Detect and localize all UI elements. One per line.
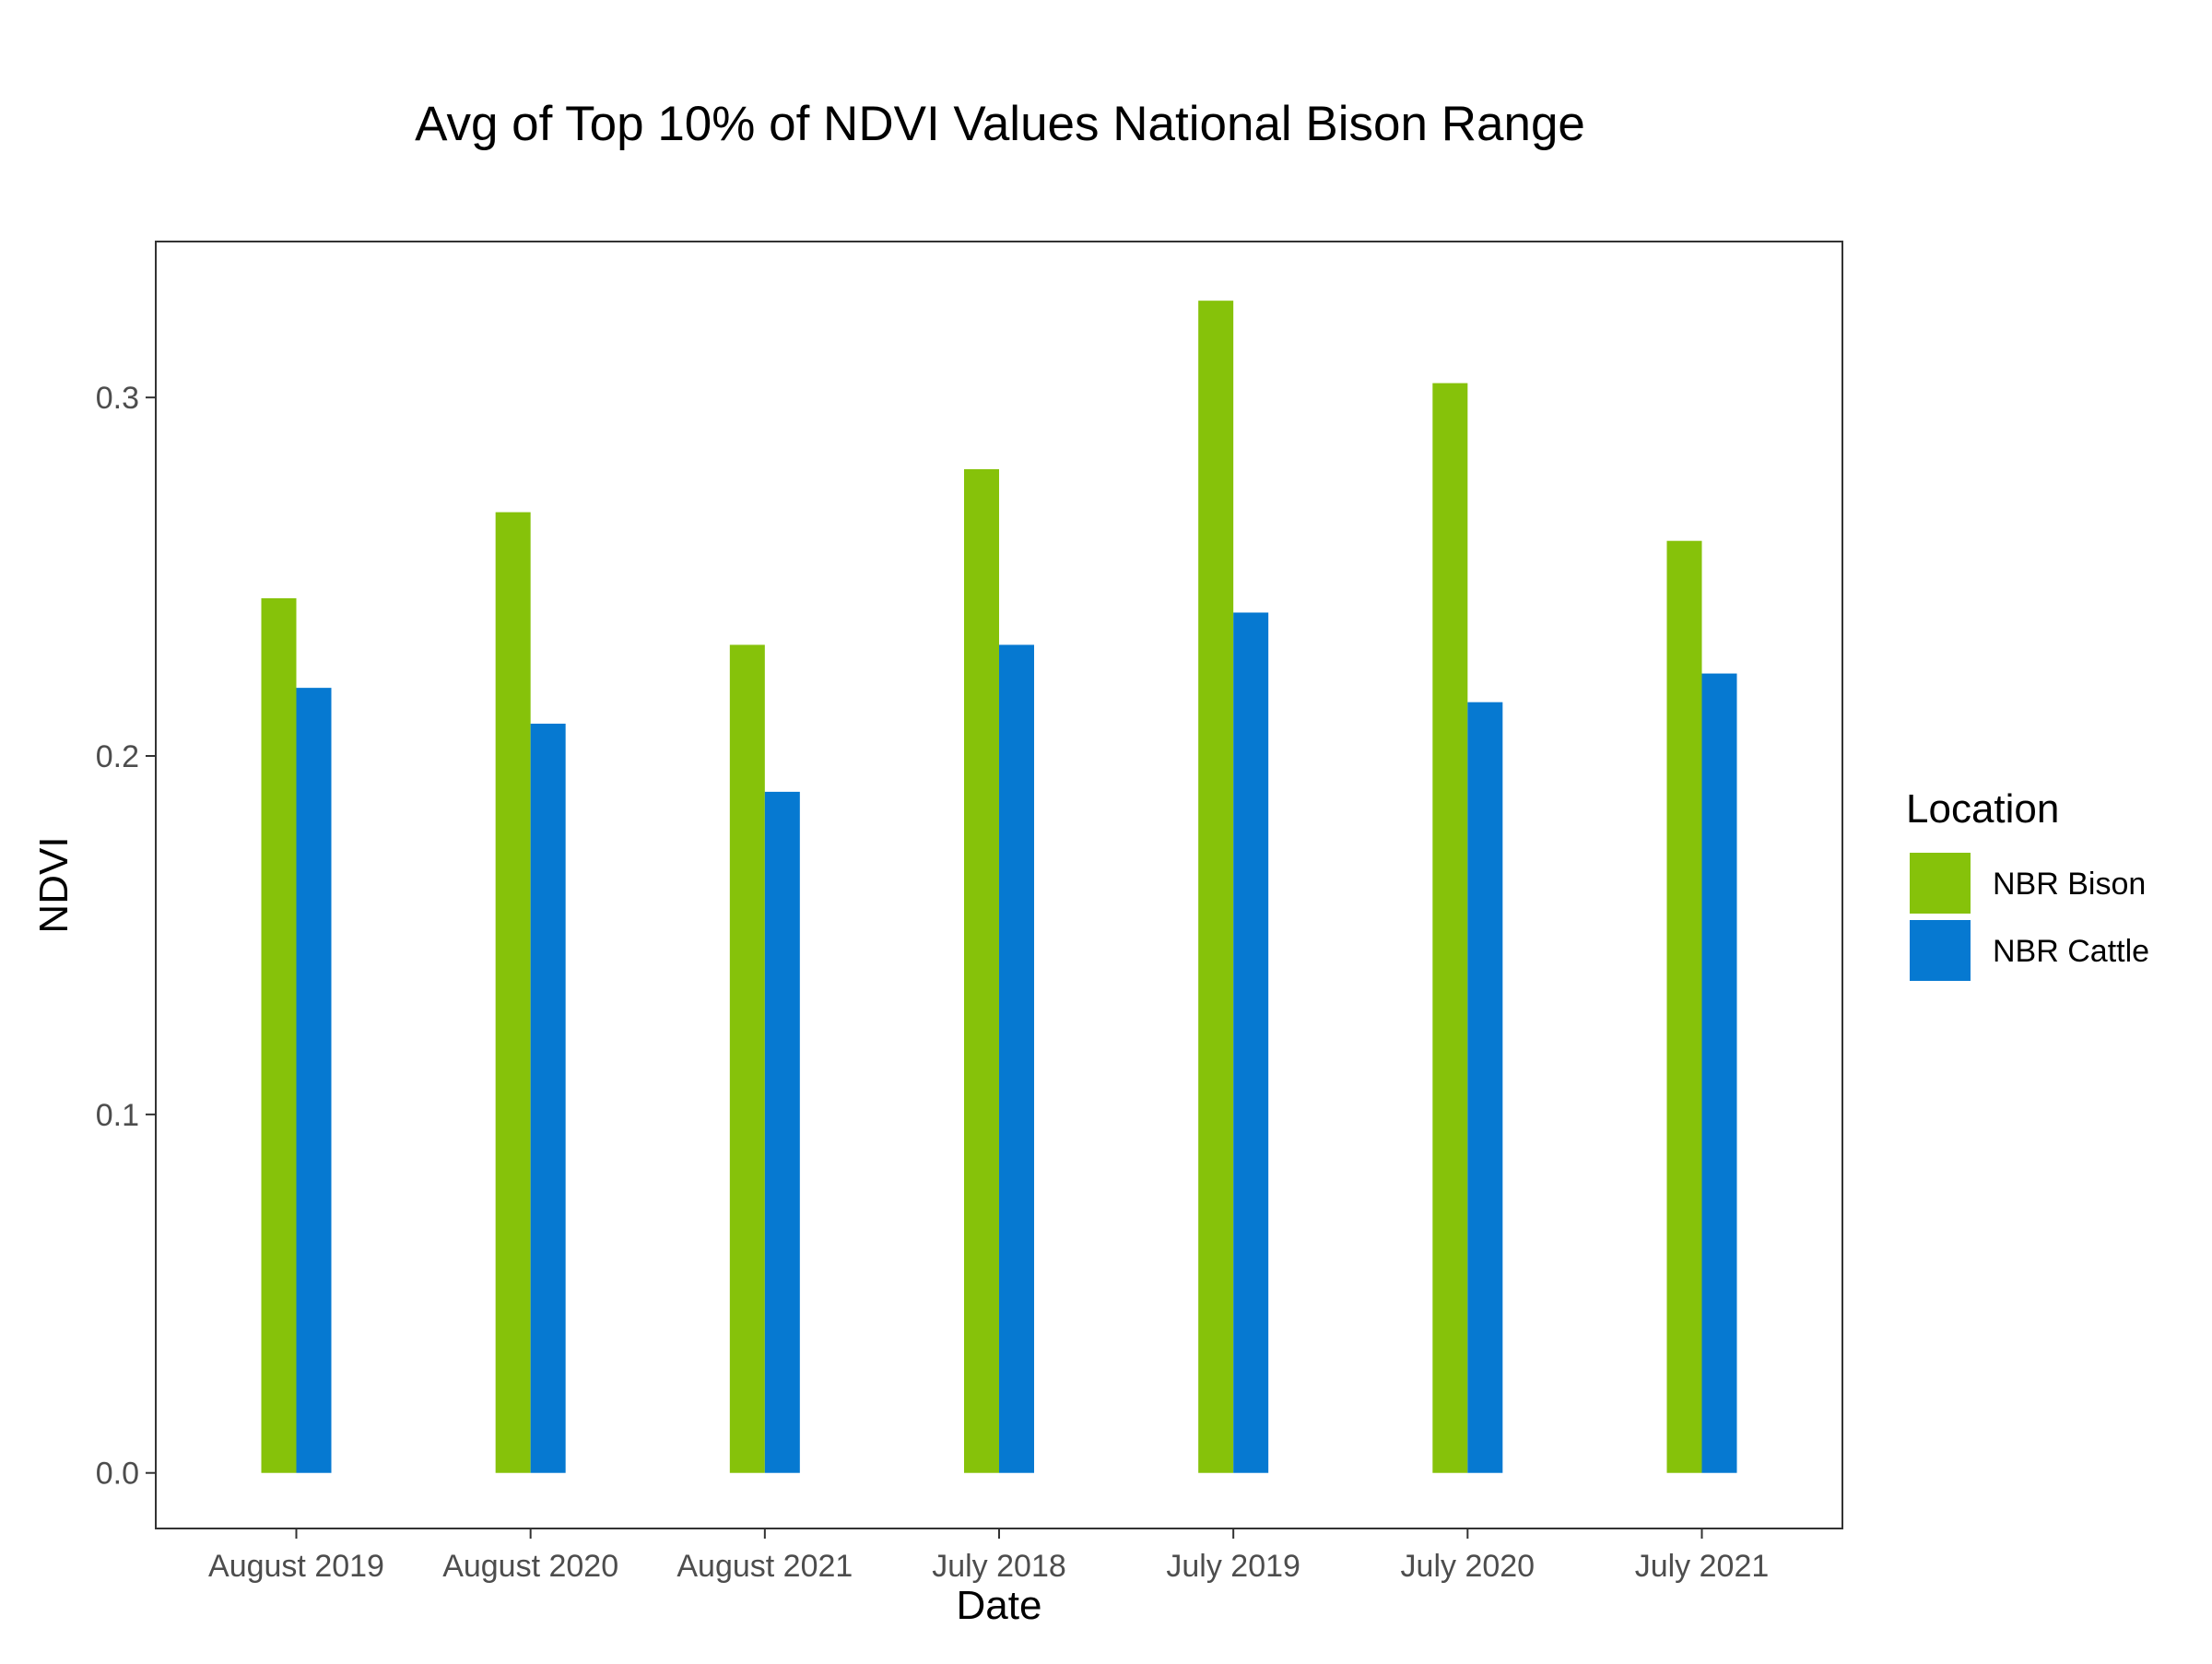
bar-nbr-bison-4 bbox=[1198, 301, 1234, 1473]
bar-nbr-bison-5 bbox=[1432, 383, 1468, 1473]
x-tick-label: July 2020 bbox=[1401, 1549, 1535, 1584]
bar-nbr-bison-2 bbox=[729, 644, 765, 1473]
bar-nbr-bison-0 bbox=[261, 597, 297, 1473]
bar-nbr-cattle-0 bbox=[296, 688, 332, 1473]
y-tick-label: 0.0 bbox=[96, 1457, 139, 1492]
legend-title: Location bbox=[1906, 786, 2059, 832]
bars-group bbox=[261, 301, 1737, 1473]
bar-nbr-cattle-2 bbox=[764, 791, 800, 1473]
x-axis-title: Date bbox=[957, 1583, 1042, 1628]
x-tick-label: July 2019 bbox=[1166, 1549, 1300, 1584]
legend: Location NBR Bison NBR Cattle bbox=[1906, 786, 2149, 981]
x-tick-label: August 2021 bbox=[677, 1549, 853, 1584]
legend-key-nbr-bison bbox=[1910, 853, 1971, 914]
y-axis-title: NDVI bbox=[31, 836, 76, 933]
bar-nbr-bison-3 bbox=[964, 468, 999, 1473]
legend-label: NBR Bison bbox=[1993, 867, 2146, 902]
legend-label: NBR Cattle bbox=[1993, 934, 2149, 969]
bar-nbr-cattle-1 bbox=[530, 724, 566, 1473]
bar-nbr-cattle-5 bbox=[1467, 702, 1503, 1473]
x-tick-label: July 2018 bbox=[932, 1549, 1066, 1584]
y-tick-label: 0.1 bbox=[96, 1098, 139, 1133]
x-axis: August 2019 August 2020 August 2021 July 20… bbox=[208, 1528, 1769, 1584]
bar-nbr-cattle-4 bbox=[1233, 612, 1269, 1473]
x-tick-label: August 2020 bbox=[442, 1549, 618, 1584]
y-tick-label: 0.2 bbox=[96, 739, 139, 774]
chart-title: Avg of Top 10% of NDVI Values National B… bbox=[415, 97, 1585, 151]
bar-nbr-cattle-6 bbox=[1701, 673, 1737, 1473]
bar-nbr-cattle-3 bbox=[999, 644, 1034, 1473]
y-axis: 0.0 0.1 0.2 0.3 bbox=[96, 381, 156, 1492]
bar-nbr-bison-6 bbox=[1666, 540, 1702, 1473]
bar-nbr-bison-1 bbox=[495, 512, 531, 1473]
y-tick-label: 0.3 bbox=[96, 381, 139, 416]
x-tick-label: July 2021 bbox=[1635, 1549, 1770, 1584]
x-tick-label: August 2019 bbox=[208, 1549, 384, 1584]
legend-key-nbr-cattle bbox=[1910, 920, 1971, 981]
